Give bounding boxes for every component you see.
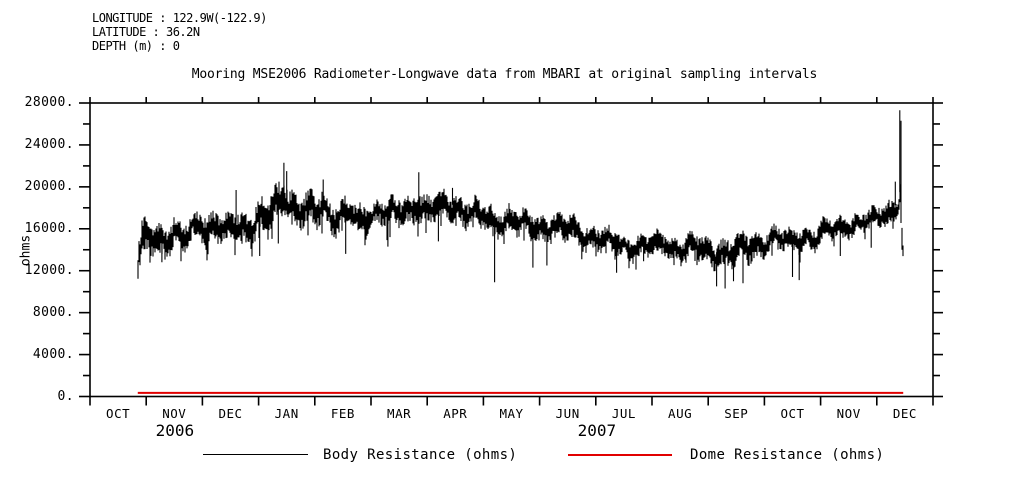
body-resistance-series	[137, 110, 904, 289]
x-year-label: 2006	[155, 421, 195, 440]
x-month-label: AUG	[668, 406, 693, 421]
x-month-label: JAN	[274, 406, 299, 421]
axes-and-ticks	[79, 97, 943, 406]
x-month-label: FEB	[330, 406, 355, 421]
legend-line-dome-resistance	[568, 454, 672, 456]
x-month-label: OCT	[106, 406, 131, 421]
legend-label-body-resistance: Body Resistance (ohms)	[323, 447, 518, 463]
depth-label: DEPTH (m) : 0	[92, 39, 180, 53]
x-month-label: MAR	[387, 406, 412, 421]
x-month-label: DEC	[892, 406, 917, 421]
y-tick-label: 24000.	[24, 136, 74, 152]
x-month-label: APR	[443, 406, 468, 421]
y-tick-label: 16000.	[24, 220, 74, 236]
x-month-label: SEP	[724, 406, 749, 421]
longitude-label: LONGITUDE : 122.9W(-122.9)	[92, 11, 267, 25]
x-year-label: 2007	[577, 421, 617, 440]
x-month-label: MAY	[499, 406, 524, 421]
y-tick-label: 4000.	[32, 346, 74, 362]
x-month-label: NOV	[162, 406, 187, 421]
x-month-label: DEC	[218, 406, 243, 421]
y-tick-label: 8000.	[32, 304, 74, 320]
y-tick-label: 20000.	[24, 178, 74, 194]
latitude-label: LATITUDE : 36.2N	[92, 25, 200, 39]
data-series	[137, 110, 904, 394]
x-month-label: OCT	[780, 406, 805, 421]
x-month-label: JUL	[611, 406, 636, 421]
x-month-label: JUN	[555, 406, 580, 421]
legend-line-body-resistance	[203, 454, 308, 455]
legend-label-dome-resistance: Dome Resistance (ohms)	[690, 447, 885, 463]
plot-frame	[89, 102, 934, 398]
y-tick-label: 28000.	[24, 95, 74, 110]
y-tick-label: 0.	[57, 388, 74, 404]
y-tick-label: 12000.	[24, 262, 74, 278]
x-month-label: NOV	[836, 406, 861, 421]
chart-title: Mooring MSE2006 Radiometer-Longwave data…	[191, 67, 818, 82]
